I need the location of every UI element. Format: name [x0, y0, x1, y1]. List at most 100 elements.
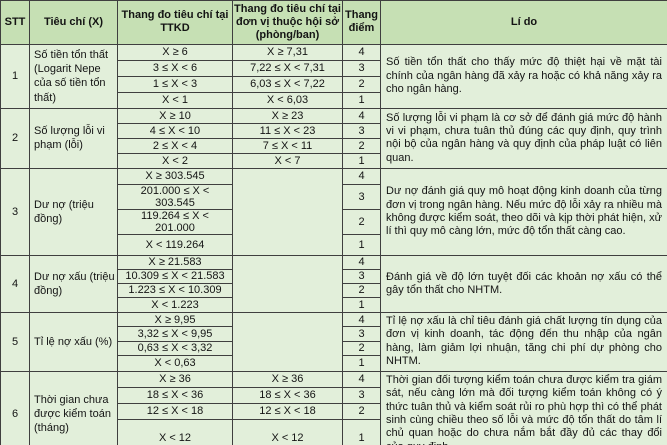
scale-ttkd-cell: X ≥ 6: [117, 43, 233, 61]
scale-ttkd-cell: 119.264 ≤ X < 201.000: [117, 208, 233, 235]
scale-hoiso-cell: X ≥ 7,31: [232, 43, 343, 61]
stt-cell: 5: [0, 311, 30, 372]
scale-ttkd-cell: X ≥ 9,95: [117, 311, 233, 328]
header-reason: Lí do: [380, 0, 667, 45]
criterion-cell: Số tiền tổn thất (Logarit Nepe của số ti…: [29, 43, 118, 109]
score-cell: 1: [342, 91, 381, 109]
scale-ttkd-cell: 18 ≤ X < 36: [117, 386, 233, 404]
scale-hoiso-cell: 7,22 ≤ X < 7,31: [232, 59, 343, 77]
table-row: 6 Thời gian chưa được kiểm toán (tháng) …: [0, 370, 667, 445]
scale-ttkd-cell: X < 1.223: [117, 296, 233, 313]
stt-cell: 1: [0, 43, 30, 109]
score-cell: 4: [342, 254, 381, 270]
score-cell: 1: [342, 418, 381, 445]
score-cell: 4: [342, 167, 381, 185]
scale-ttkd-cell: X < 12: [117, 418, 233, 445]
table-row: 4 Dư nợ xấu (triệu đồng) X ≥ 21.583 4 Đá…: [0, 254, 667, 313]
scale-ttkd-cell: X ≥ 21.583: [117, 254, 233, 270]
header-scale-hoiso: Thang đo tiêu chí tại đơn vị thuộc hội s…: [232, 0, 343, 45]
scale-hoiso-empty-cell: [232, 254, 343, 313]
score-cell: 3: [342, 268, 381, 284]
table-row: X < 0,63 1: [1, 355, 667, 372]
scale-hoiso-cell: X < 7: [232, 152, 343, 169]
scale-ttkd-cell: X < 1: [117, 91, 233, 109]
scale-ttkd-cell: X < 2: [117, 152, 233, 169]
header-criterion: Tiêu chí (X): [29, 0, 118, 45]
table-row: 119.264 ≤ X < 201.000 2: [1, 208, 667, 235]
table-row: X < 1.223 1: [1, 296, 667, 313]
score-cell: 2: [342, 75, 381, 93]
table-row: 1 Số tiền tổn thất (Logarit Nepe của số …: [0, 43, 667, 109]
scale-hoiso-cell: 6,03 ≤ X < 7,22: [232, 75, 343, 93]
reason-cell: Đánh giá về độ lớn tuyệt đối các khoản n…: [380, 254, 667, 313]
scale-hoiso-cell: 18 ≤ X < 36: [232, 386, 343, 404]
scale-ttkd-cell: 0,63 ≤ X < 3,32: [117, 340, 233, 357]
header-score: Thang điểm: [342, 0, 381, 45]
score-cell: 4: [342, 43, 381, 61]
score-cell: 4: [342, 370, 381, 388]
table-row: 5 Tỉ lệ nợ xấu (%) X ≥ 9,95 4 Tỉ lệ nợ x…: [0, 311, 667, 372]
scale-ttkd-cell: 3,32 ≤ X < 9,95: [117, 326, 233, 342]
scale-ttkd-cell: 1 ≤ X < 3: [117, 75, 233, 93]
score-cell: 2: [342, 208, 381, 235]
scale-ttkd-cell: X ≥ 303.545: [117, 167, 233, 185]
scale-ttkd-cell: 4 ≤ X < 10: [117, 122, 233, 139]
score-cell: 2: [342, 340, 381, 357]
score-cell: 2: [342, 282, 381, 298]
scale-ttkd-cell: 1.223 ≤ X < 10.309: [117, 282, 233, 298]
score-cell: 3: [342, 386, 381, 404]
score-cell: 3: [342, 326, 381, 342]
score-cell: 2: [342, 402, 381, 420]
scale-ttkd-cell: X ≥ 36: [117, 370, 233, 388]
scale-hoiso-cell: 12 ≤ X < 18: [232, 402, 343, 420]
table-row: X < 12 X < 12 1: [1, 418, 667, 445]
scale-hoiso-cell: X ≥ 23: [232, 107, 343, 124]
table-row: 12 ≤ X < 18 12 ≤ X < 18 2: [1, 402, 667, 420]
score-cell: 1: [342, 355, 381, 372]
scale-hoiso-cell: 7 ≤ X < 11: [232, 137, 343, 154]
score-cell: 3: [342, 183, 381, 210]
criterion-cell: Tỉ lệ nợ xấu (%): [29, 311, 118, 372]
scale-hoiso-empty-cell: [232, 311, 343, 372]
score-cell: 1: [342, 233, 381, 256]
criterion-cell: Dư nợ (triệu đồng): [29, 167, 118, 256]
scale-ttkd-cell: X < 0,63: [117, 355, 233, 372]
scale-ttkd-cell: 201.000 ≤ X < 303.545: [117, 183, 233, 210]
scale-hoiso-cell: X < 6,03: [232, 91, 343, 109]
score-cell: 3: [342, 59, 381, 77]
scale-hoiso-cell: X ≥ 36: [232, 370, 343, 388]
scale-ttkd-cell: 10.309 ≤ X < 21.583: [117, 268, 233, 284]
table-row: 3,32 ≤ X < 9,95 3: [1, 326, 667, 342]
table-header-row: STT Tiêu chí (X) Thang đo tiêu chí tại T…: [0, 0, 667, 45]
criterion-cell: Số lượng lỗi vi phạm (lỗi): [29, 107, 118, 169]
stt-cell: 2: [0, 107, 30, 169]
scale-ttkd-cell: 2 ≤ X < 4: [117, 137, 233, 154]
score-cell: 1: [342, 296, 381, 313]
scale-ttkd-cell: 3 ≤ X < 6: [117, 59, 233, 77]
score-cell: 3: [342, 122, 381, 139]
table-row: 3 Dư nợ (triệu đồng) X ≥ 303.545 4 Dư nợ…: [0, 167, 667, 256]
scale-hoiso-cell: 11 ≤ X < 23: [232, 122, 343, 139]
table-row: 2 Số lượng lỗi vi phạm (lỗi) X ≥ 10 X ≥ …: [0, 107, 667, 169]
header-stt: STT: [0, 0, 30, 45]
stt-cell: 6: [0, 370, 30, 445]
scale-ttkd-cell: 12 ≤ X < 18: [117, 402, 233, 420]
score-cell: 2: [342, 137, 381, 154]
scale-ttkd-cell: X ≥ 10: [117, 107, 233, 124]
score-cell: 1: [342, 152, 381, 169]
scale-hoiso-cell: X < 12: [232, 418, 343, 445]
score-cell: 4: [342, 311, 381, 328]
scale-ttkd-cell: X < 119.264: [117, 233, 233, 256]
header-scale-ttkd: Thang đo tiêu chí tại TTKD: [117, 0, 233, 45]
reason-cell: Tỉ lệ nợ xấu là chỉ tiêu đánh giá chất l…: [380, 311, 667, 372]
score-cell: 4: [342, 107, 381, 124]
reason-cell: Số lượng lỗi vi phạm là cơ sở để đánh gi…: [380, 107, 667, 169]
reason-cell: Số tiền tổn thất cho thấy mức độ thiệt h…: [380, 43, 667, 109]
reason-cell: Thời gian đối tượng kiểm toán chưa được …: [380, 370, 667, 445]
scale-hoiso-empty-cell: [232, 167, 343, 256]
reason-cell: Dư nợ đánh giá quy mô hoạt động kinh doa…: [380, 167, 667, 256]
criterion-cell: Thời gian chưa được kiểm toán (tháng): [29, 370, 118, 445]
stt-cell: 4: [0, 254, 30, 313]
